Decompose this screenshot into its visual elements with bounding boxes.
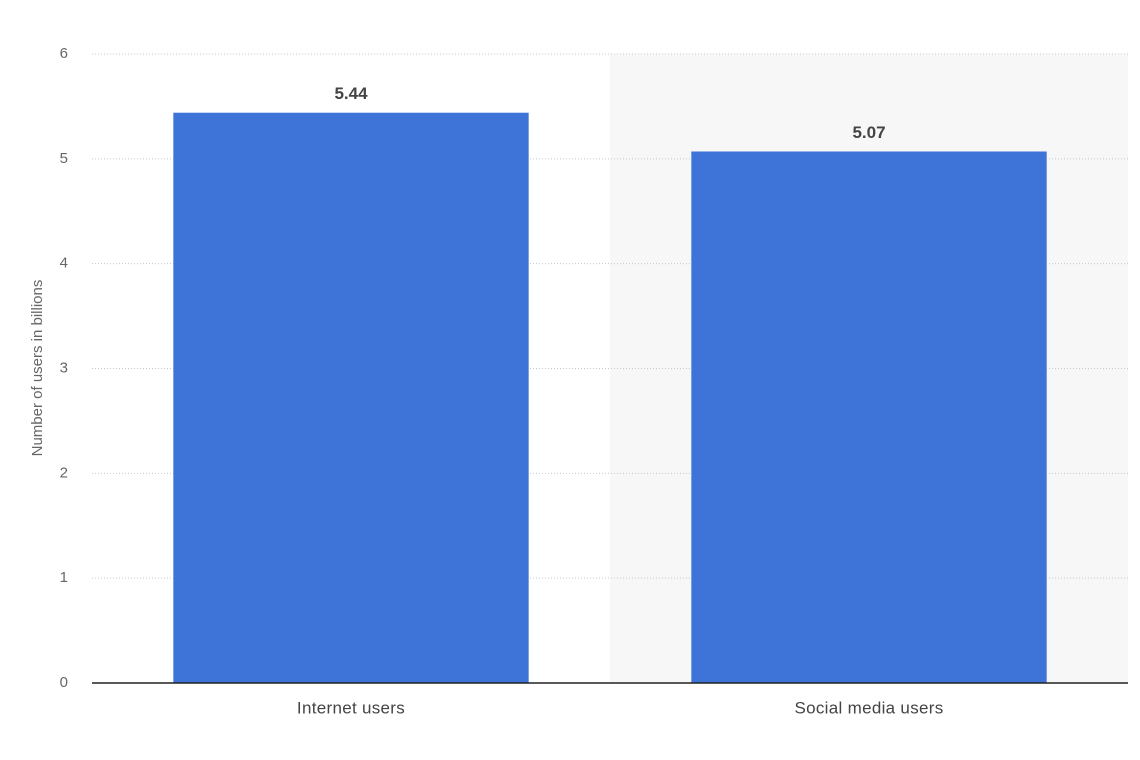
value-label: 5.44 (334, 84, 368, 103)
y-tick-label: 5 (60, 150, 68, 167)
y-tick-label: 6 (60, 45, 68, 62)
bar (691, 151, 1047, 683)
y-tick-label: 4 (60, 255, 68, 272)
y-tick-label: 0 (60, 674, 68, 691)
y-axis-label: Number of users in billions (29, 280, 46, 457)
bar (173, 112, 529, 683)
y-tick-label: 3 (60, 359, 68, 376)
value-label: 5.07 (852, 123, 885, 142)
y-tick-label: 1 (60, 569, 68, 586)
x-tick-label: Internet users (297, 698, 405, 717)
y-tick-label: 2 (60, 464, 68, 481)
x-tick-label: Social media users (794, 698, 943, 717)
